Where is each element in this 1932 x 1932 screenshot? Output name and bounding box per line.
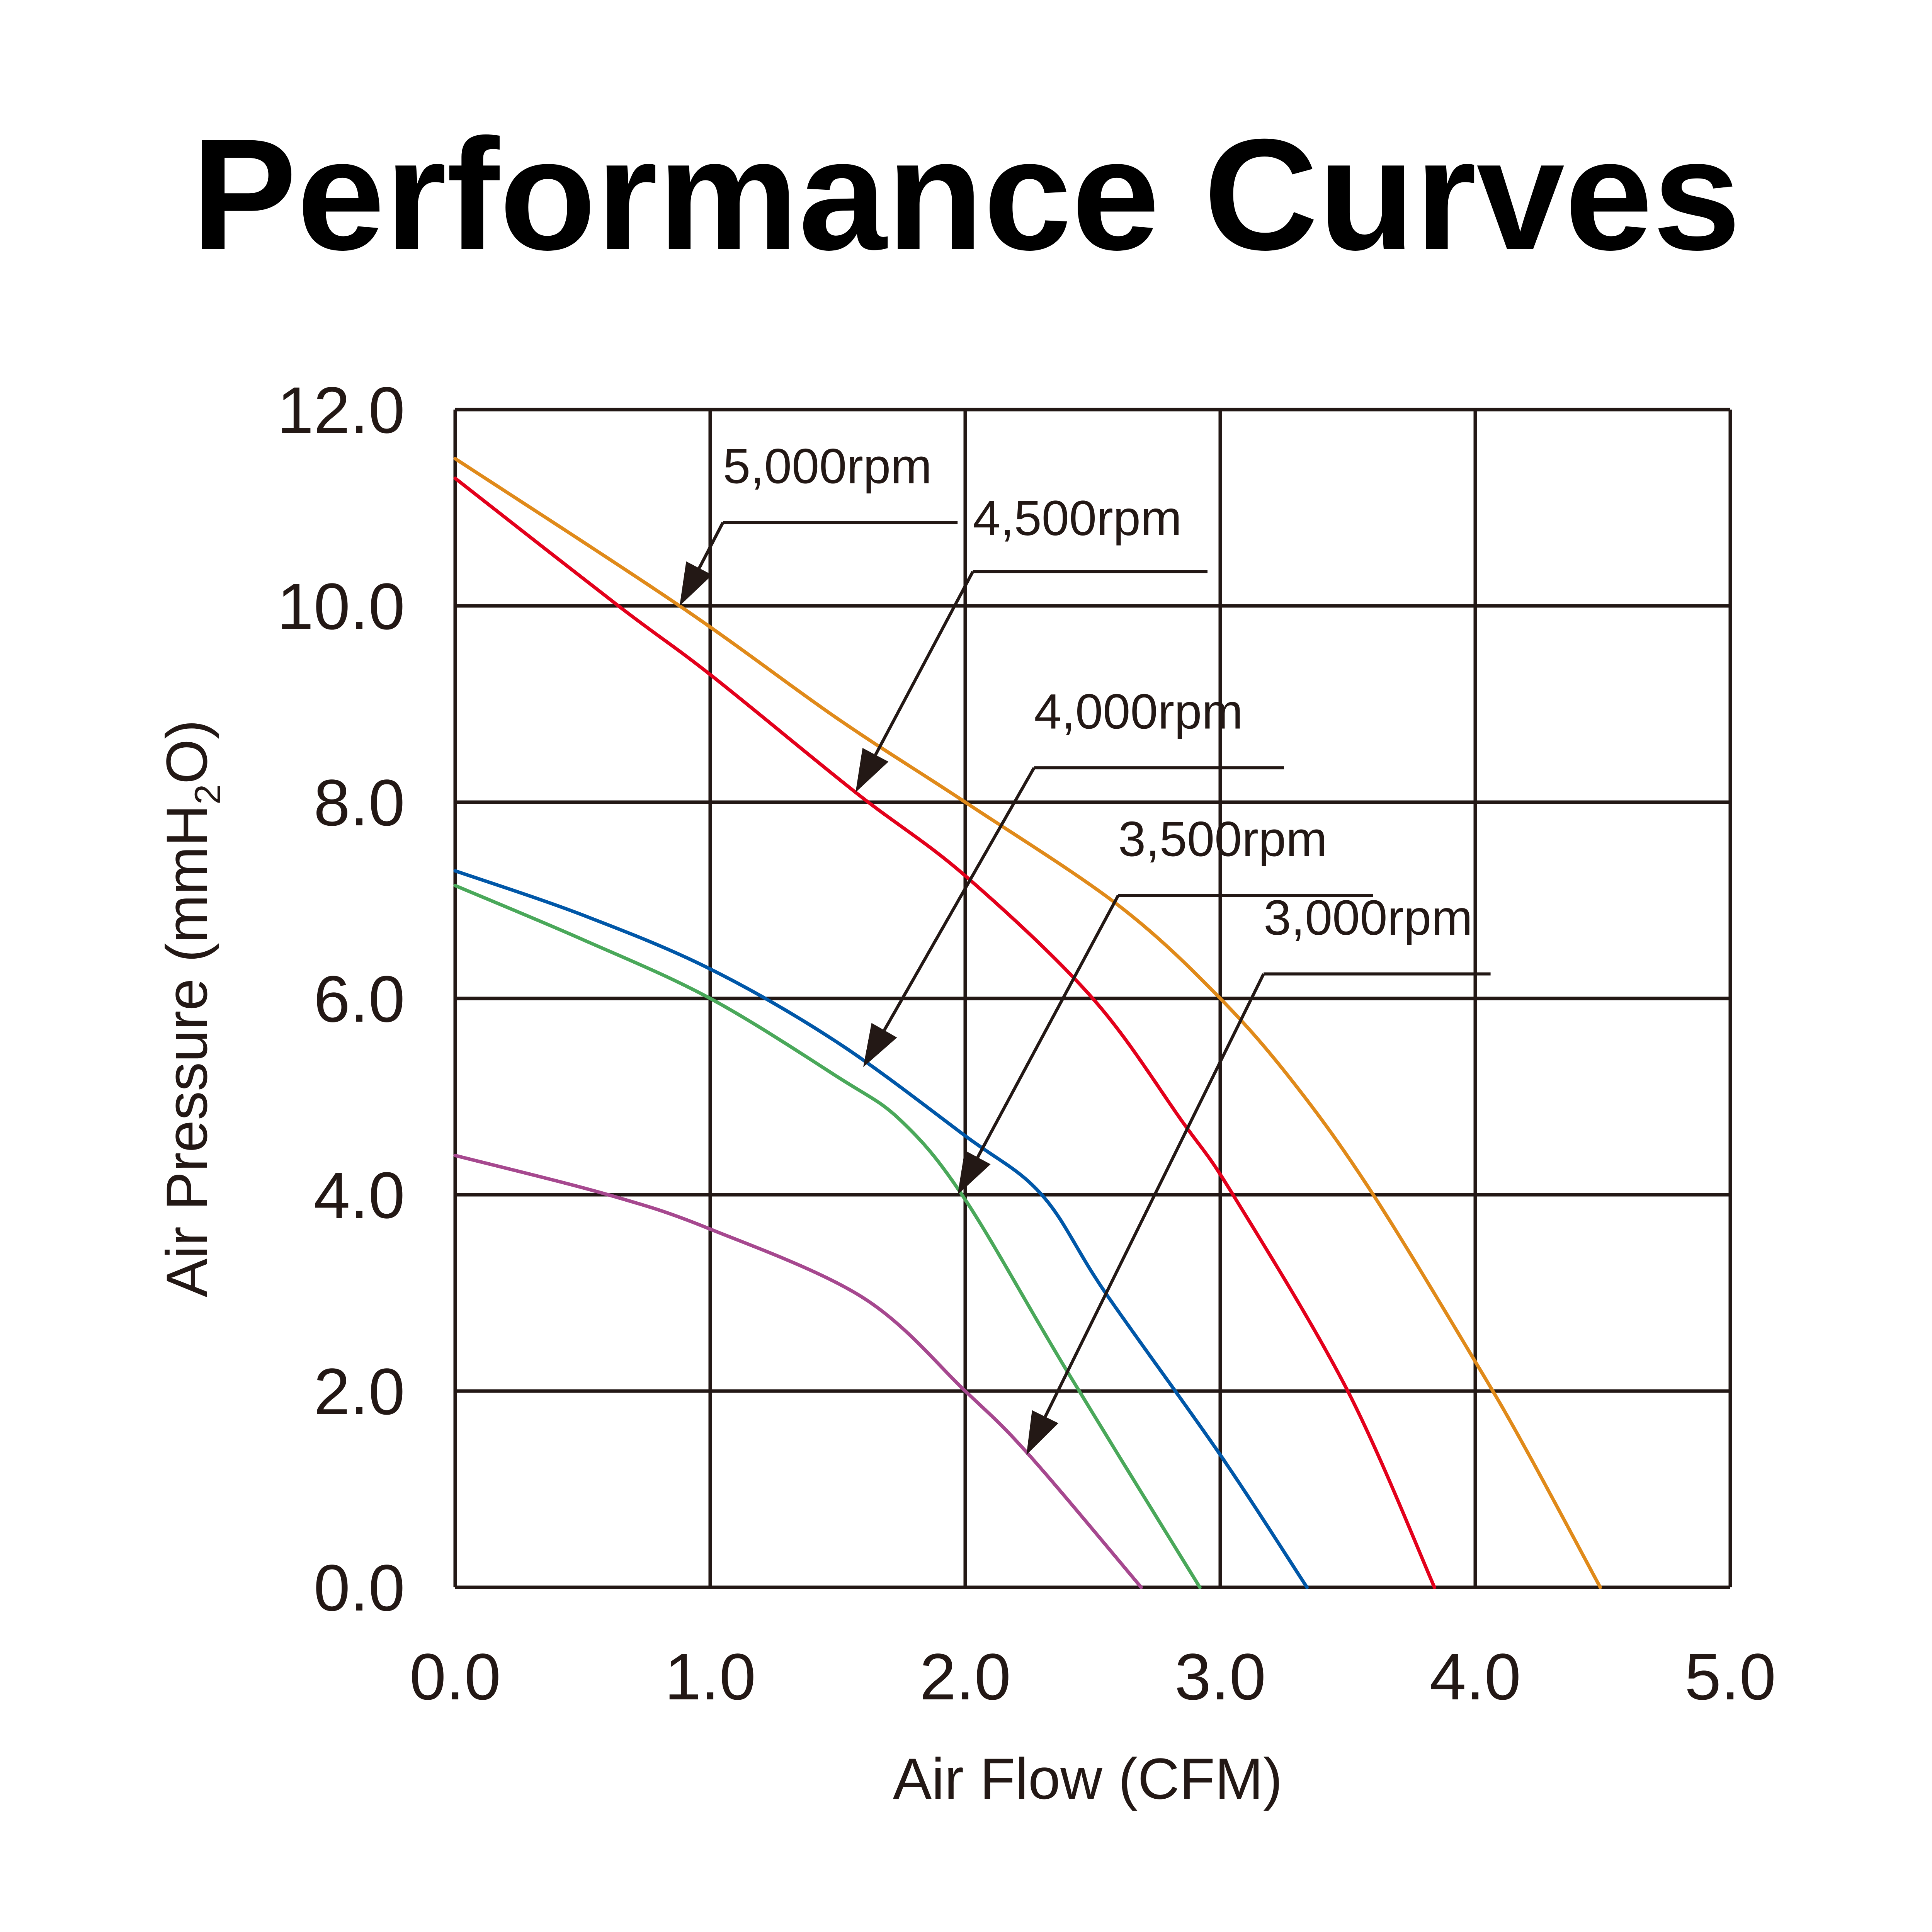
annotation-leader [883,767,1036,1031]
annotations: 5,000rpm 4,500rpm 4,000rpm 3,500rpm 3,000rpm [679,439,1491,1455]
y-axis-label-suffix: O) [154,720,219,784]
x-tick-label: 3.0 [1175,1640,1266,1714]
y-tick-label: 0.0 [314,1551,405,1625]
x-tick-label: 5.0 [1685,1640,1776,1714]
series-curve [453,476,1436,1589]
y-tick-label: 12.0 [277,374,405,447]
y-tick-label: 4.0 [314,1159,405,1232]
arrowhead-icon [855,748,889,793]
y-tick-label: 2.0 [314,1355,405,1429]
y-axis-label-prefix: Air Pressure (mmH [154,804,219,1297]
series-curve [453,457,1602,1589]
arrowhead-icon [957,1150,991,1195]
series-curve [453,884,1202,1589]
x-tick-label: 2.0 [920,1640,1011,1714]
y-tick-label: 10.0 [277,570,405,643]
x-tick-label: 0.0 [410,1640,501,1714]
y-tick-label: 6.0 [314,963,405,1036]
y-axis-label-subscript: 2 [187,784,228,804]
x-tick-label: 4.0 [1430,1640,1521,1714]
annotation-leader [1044,973,1265,1418]
series-label: 5,000rpm [723,439,932,494]
y-tick-label: 8.0 [314,766,405,840]
arrowhead-icon [1026,1410,1059,1455]
y-axis-label: Air Pressure (mmH2O) [154,720,228,1298]
series-label: 4,000rpm [1034,684,1243,740]
series-curve [453,1153,1143,1589]
series-curve [453,869,1309,1589]
annotation-leader [976,895,1120,1158]
arrowhead-icon [863,1023,897,1067]
chart-title: Performance Curves [191,106,1741,283]
series-label: 3,000rpm [1264,890,1473,946]
annotation-leader [874,571,975,756]
annotation-leader [697,522,724,569]
x-axis-label: Air Flow (CFM) [893,1746,1282,1811]
grid [453,408,1732,1589]
arrowhead-icon [679,561,713,606]
curves [453,457,1602,1589]
ticks: 0.0 1.0 2.0 3.0 4.0 5.0 0.0 2.0 4.0 6.0 8.0 10.0 12.… [277,374,1776,1714]
x-tick-label: 1.0 [665,1640,756,1714]
series-label: 3,500rpm [1118,812,1327,867]
series-label: 4,500rpm [973,491,1182,546]
